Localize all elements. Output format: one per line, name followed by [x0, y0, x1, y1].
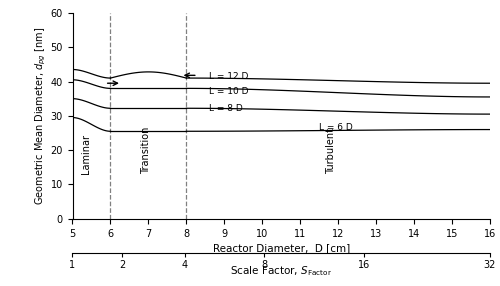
Text: L = 8 D: L = 8 D	[209, 104, 243, 114]
Text: L = 6 D: L = 6 D	[319, 123, 353, 132]
Text: L = 12 D: L = 12 D	[209, 72, 248, 81]
Text: Transition: Transition	[142, 127, 152, 174]
Text: Turbulent: Turbulent	[326, 128, 336, 174]
Text: L = 10 D: L = 10 D	[209, 87, 248, 96]
Text: Laminar: Laminar	[81, 134, 91, 174]
Text: Scale Factor, $S_{\rm Factor}$: Scale Factor, $S_{\rm Factor}$	[230, 264, 332, 278]
Y-axis label: Geometric Mean Diameter, $d_{pg}$ [nm]: Geometric Mean Diameter, $d_{pg}$ [nm]	[33, 27, 48, 205]
X-axis label: Reactor Diameter,  D [cm]: Reactor Diameter, D [cm]	[212, 243, 350, 253]
